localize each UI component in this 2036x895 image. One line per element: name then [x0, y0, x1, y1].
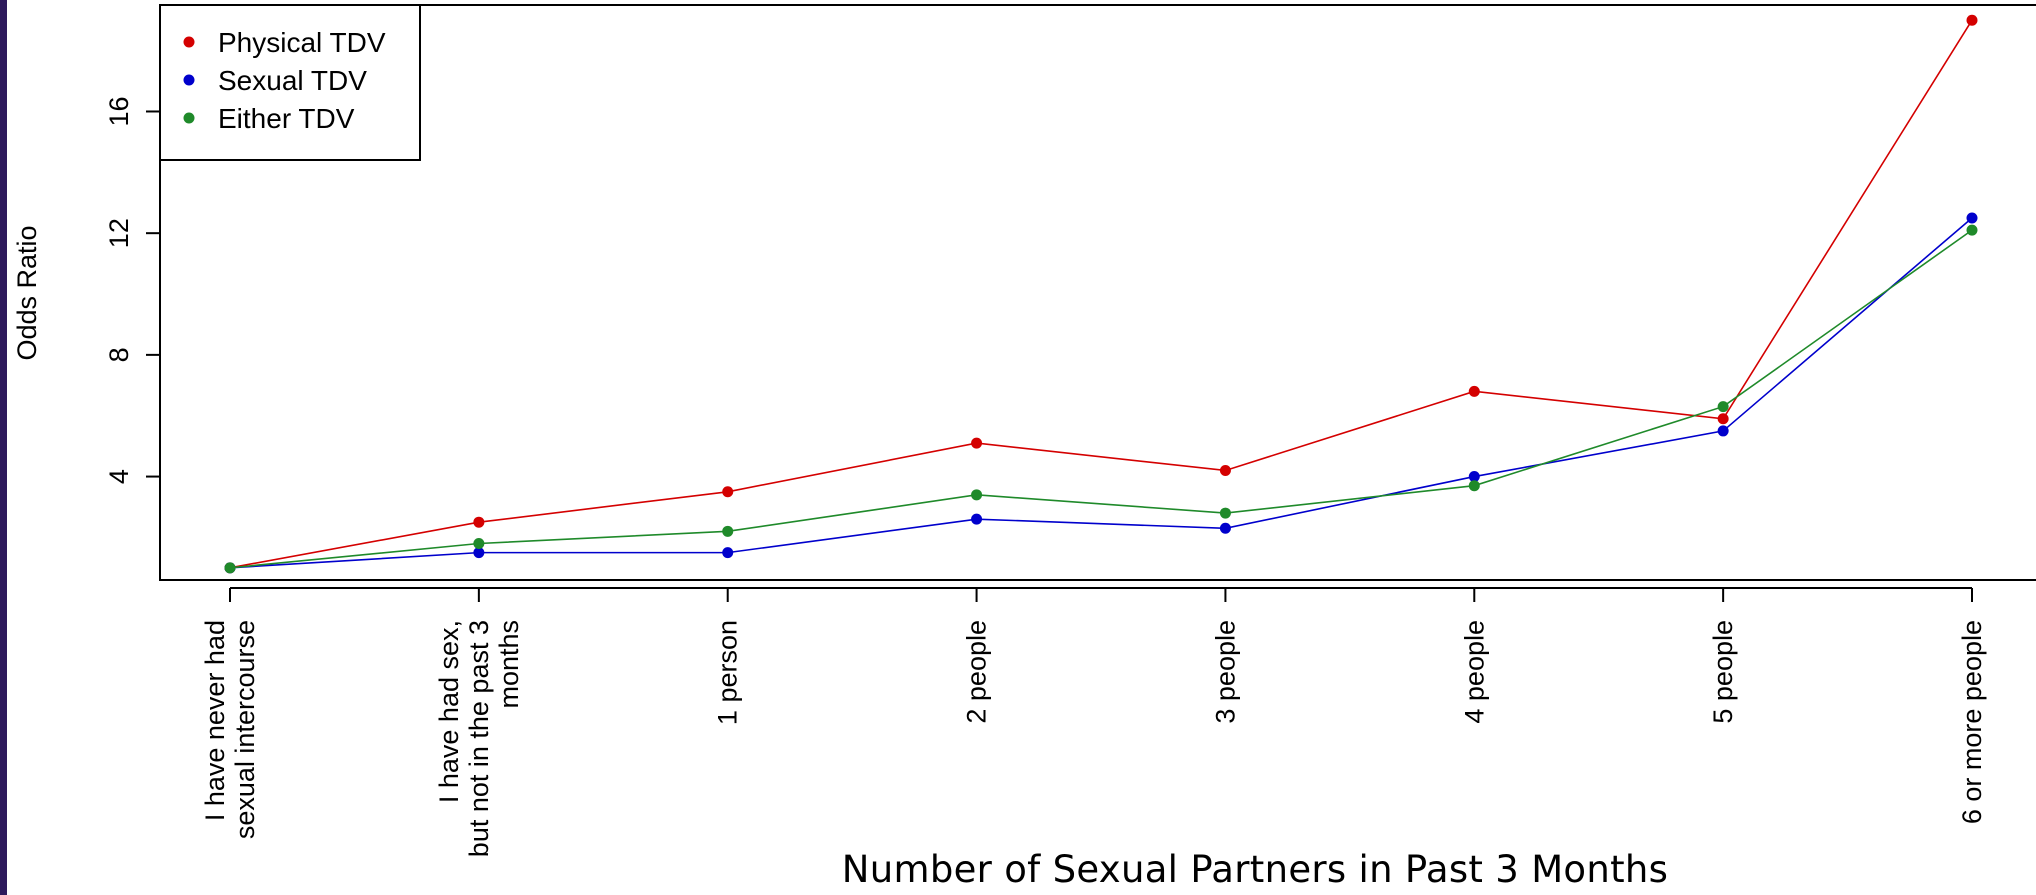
- either-tdv-point-6: [1468, 480, 1480, 492]
- x-category-label-4: 2 people: [962, 620, 992, 724]
- y-tick-label-12: 12: [104, 218, 134, 248]
- y-axis: 4 8 12 16: [104, 96, 160, 484]
- either-tdv-point-8: [1966, 224, 1978, 236]
- legend-label-sexual-tdv: Sexual TDV: [218, 65, 367, 96]
- physical-tdv-point-7: [1717, 413, 1729, 425]
- plot-frame: [159, 4, 2036, 581]
- y-tick-label-8: 8: [104, 347, 134, 362]
- physical-tdv-point-8: [1966, 14, 1978, 26]
- y-axis-title: Odds Ratio: [12, 225, 42, 360]
- either-tdv-point-4: [971, 489, 983, 501]
- sexual-tdv-point-6: [1468, 471, 1480, 483]
- legend: Physical TDV Sexual TDV Either TDV: [159, 4, 421, 161]
- either-tdv-point-1: [224, 562, 236, 574]
- slide-edge-strip: [0, 0, 7, 895]
- sexual-tdv-point-4: [971, 513, 983, 525]
- legend-marker-sexual-tdv: [183, 74, 195, 86]
- either-tdv-point-7: [1717, 401, 1729, 413]
- y-tick-label-16: 16: [104, 96, 134, 126]
- sexual-tdv-point-5: [1219, 522, 1231, 534]
- physical-tdv-line: [229, 19, 1973, 569]
- x-category-label-7: 5 people: [1708, 620, 1738, 724]
- physical-tdv-point-2: [473, 516, 485, 528]
- x-axis: I have never hadsexual intercourse I have…: [200, 587, 1987, 857]
- legend-marker-either-tdv: [183, 112, 195, 124]
- physical-tdv-point-3: [722, 486, 734, 498]
- x-category-label-8: 6 or more people: [1957, 620, 1987, 824]
- sexual-tdv-point-8: [1966, 212, 1978, 224]
- x-category-label-6: 4 people: [1459, 620, 1489, 724]
- x-category-label-3: 1 person: [713, 620, 743, 725]
- series-layer: [224, 14, 1978, 574]
- sexual-tdv-point-3: [722, 547, 734, 559]
- x-category-label-5: 3 people: [1210, 620, 1240, 724]
- sexual-tdv-point-2: [473, 547, 485, 559]
- physical-tdv-point-6: [1468, 385, 1480, 397]
- legend-label-either-tdv: Either TDV: [218, 103, 355, 134]
- legend-label-physical-tdv: Physical TDV: [218, 27, 386, 58]
- either-tdv-point-2: [473, 537, 485, 549]
- legend-box: [159, 4, 421, 161]
- legend-marker-physical-tdv: [183, 36, 195, 48]
- physical-tdv-point-5: [1219, 464, 1231, 476]
- x-category-label-2: I have had sex,but not in the past 3mont…: [434, 620, 524, 857]
- y-tick-label-4: 4: [104, 469, 134, 484]
- either-tdv-point-5: [1219, 507, 1231, 519]
- physical-tdv-point-4: [971, 437, 983, 449]
- x-axis-title: Number of Sexual Partners in Past 3 Mont…: [841, 848, 1669, 891]
- sexual-tdv-point-7: [1717, 425, 1729, 437]
- either-tdv-line: [229, 229, 1973, 569]
- either-tdv-point-3: [722, 525, 734, 537]
- sexual-tdv-line: [229, 217, 1973, 569]
- x-category-label-1: I have never hadsexual intercourse: [200, 620, 260, 839]
